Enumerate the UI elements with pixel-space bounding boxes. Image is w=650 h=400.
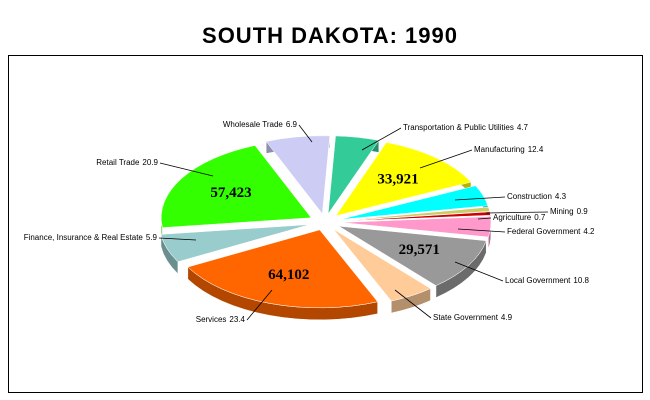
slice-count-label: 64,102: [268, 267, 309, 283]
slice-label-value: 4.3: [555, 192, 567, 201]
slice-label-value: 4.7: [517, 123, 529, 132]
slice-label-value: 23.4: [229, 315, 245, 324]
slice-label-name: Finance, Insurance & Real Estate: [24, 233, 144, 242]
leader-line: [477, 217, 492, 220]
slice-label: Agriculture 0.7: [493, 213, 546, 222]
slice-label-value: 0.9: [577, 207, 589, 216]
slice: [187, 229, 379, 309]
slice-label-name: Federal Government: [507, 227, 581, 236]
slice-label-value: 6.9: [286, 120, 298, 129]
slice-label: Federal Government 4.2: [507, 227, 595, 236]
chart-title: SOUTH DAKOTA: 1990: [202, 23, 458, 48]
slice-label: Manufacturing 12.4: [474, 145, 544, 154]
slice-label: Local Government 10.8: [505, 276, 589, 285]
slice-count-label: 29,571: [399, 242, 440, 258]
chart-frame: [8, 55, 643, 393]
slice-label: Mining 0.9: [550, 207, 588, 216]
slice-label: Transportation & Public Utilities 4.7: [403, 123, 529, 132]
slice-label-name: Agriculture: [493, 213, 532, 222]
leader-line: [159, 162, 214, 177]
slice: [333, 228, 432, 302]
slice-label-name: Services: [196, 315, 227, 324]
slice: [265, 135, 331, 215]
slice-label: Finance, Insurance & Real Estate 5.9: [24, 233, 158, 242]
leader-line: [457, 228, 506, 233]
slice: [340, 185, 489, 220]
slice: [340, 216, 492, 238]
slice-tops: [160, 135, 492, 309]
slice: [340, 211, 491, 222]
slice: [338, 225, 487, 286]
slice-label-value: 20.9: [142, 158, 158, 167]
leader-line: [246, 289, 273, 321]
leader-line: [298, 124, 313, 143]
slice-label-name: State Government: [433, 313, 499, 322]
slice-label-name: Wholesale Trade: [223, 120, 284, 129]
leader-line: [394, 289, 432, 319]
leader-line: [485, 211, 549, 214]
leader-line: [361, 127, 402, 151]
slice-label-name: Manufacturing: [474, 145, 525, 154]
slice: [160, 145, 312, 228]
slice-label: Construction 4.3: [507, 192, 567, 201]
slice-label-name: Mining: [550, 207, 574, 216]
leader-line: [454, 196, 506, 201]
leader-line: [454, 261, 504, 282]
slice-label: Wholesale Trade 6.9: [223, 120, 298, 129]
slice-count-label: 33,921: [377, 171, 418, 187]
slice-label-name: Retail Trade: [96, 158, 140, 167]
slice: [160, 224, 310, 263]
leader-line: [158, 237, 197, 241]
slice-count-label: 57,423: [210, 185, 251, 201]
slice-label-name: Construction: [507, 192, 552, 201]
slice: [335, 142, 472, 217]
slice-label-value: 4.9: [501, 313, 513, 322]
slice-label-name: Local Government: [505, 276, 571, 285]
slice-label-value: 10.8: [573, 276, 589, 285]
slice-label: Services 23.4: [196, 315, 246, 324]
leader-line: [419, 149, 473, 169]
slice-label: Retail Trade 20.9: [96, 158, 158, 167]
slice-label-value: 0.7: [534, 213, 546, 222]
slice-label-value: 12.4: [528, 145, 544, 154]
slice-label-value: 4.2: [583, 227, 595, 236]
slice-label-value: 5.9: [146, 233, 158, 242]
slice: [340, 206, 491, 222]
slice-label: State Government 4.9: [433, 313, 513, 322]
slice-label-name: Transportation & Public Utilities: [403, 123, 514, 132]
